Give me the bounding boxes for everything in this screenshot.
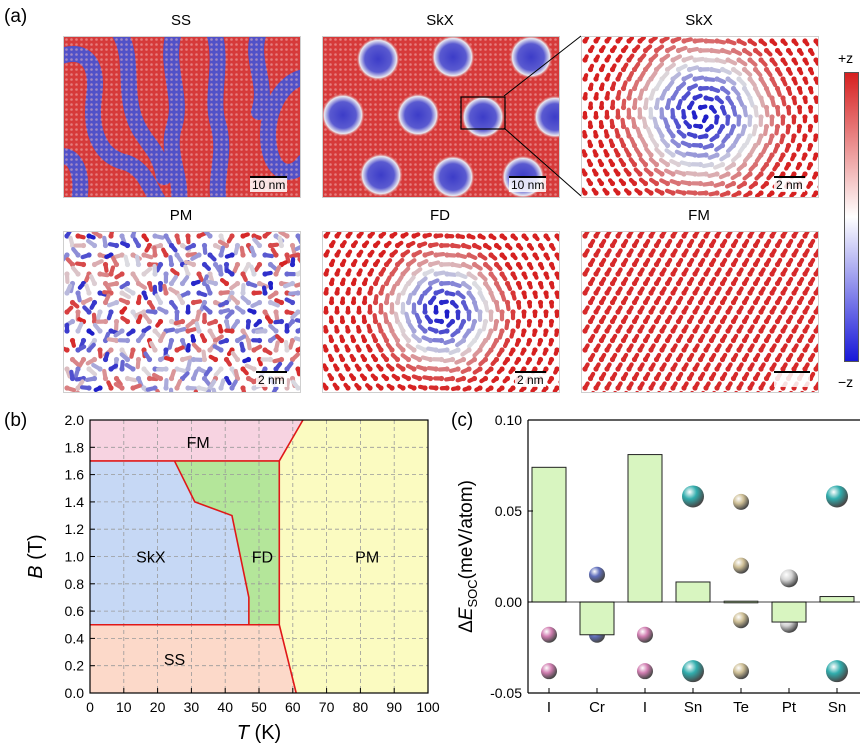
atom-icon xyxy=(733,493,749,510)
pm-scale-bar: 2 nm xyxy=(256,371,287,387)
y-tick-label: 1.6 xyxy=(65,467,85,483)
category-label: Pt xyxy=(782,699,797,716)
colorbar xyxy=(844,72,859,362)
fm-scale-bar xyxy=(774,371,810,387)
tile-title-pm: PM xyxy=(169,207,193,224)
panel-c-label: (c) xyxy=(451,410,474,431)
skx-lattice-image: 10 nm xyxy=(322,36,560,198)
fd-texture-image: 2 nm xyxy=(322,231,560,393)
fd-graphic xyxy=(323,232,559,392)
y-tick-label: 0.8 xyxy=(65,576,85,592)
bar-sn xyxy=(675,581,711,603)
y-axis-label: B (T) xyxy=(25,534,47,578)
x-tick-label: 60 xyxy=(285,699,301,715)
x-tick-label: 100 xyxy=(416,699,440,715)
x-tick-label: 40 xyxy=(217,699,233,715)
phase-boundary xyxy=(173,460,250,625)
y-tick-label: 1.0 xyxy=(65,549,85,565)
bar-i xyxy=(531,466,567,603)
colorbar-top-label: +z xyxy=(838,50,854,66)
region-label-fm: FM xyxy=(187,435,210,452)
y-tick-label: 0.0 xyxy=(65,685,85,701)
atom-icon xyxy=(780,569,798,588)
category-label: Sn xyxy=(684,699,702,716)
x-tick-label: 10 xyxy=(116,699,132,715)
atom-icon xyxy=(826,660,848,683)
region-label-skx: SkX xyxy=(136,550,166,567)
category-label: Cr xyxy=(589,699,605,716)
atom-icon xyxy=(541,626,557,643)
y-tick-label: 0.4 xyxy=(65,630,85,646)
soc-bar-chart: ICrISnTePtSnTe-0.050.000.050.10ΔESOC(meV… xyxy=(456,412,860,716)
skx-scale-bar: 10 nm xyxy=(509,176,547,192)
atom-icon xyxy=(682,485,704,508)
ss-texture-image: 10 nm xyxy=(63,36,301,198)
x-tick-label: 20 xyxy=(150,699,166,715)
x-tick-label: 0 xyxy=(86,699,94,715)
x-axis-label: T (K) xyxy=(237,722,281,744)
y-tick-label: 1.2 xyxy=(65,521,85,537)
bar-pt xyxy=(771,601,807,623)
skx-zoom-scale-bar: 2 nm xyxy=(774,176,805,192)
panel-a-label: (a) xyxy=(4,6,28,27)
category-label: Sn xyxy=(828,699,846,716)
fd-scale-bar: 2 nm xyxy=(515,371,546,387)
colorbar-bottom-label: −z xyxy=(838,374,854,390)
region-label-ss: SS xyxy=(164,652,185,669)
pm-random-graphic xyxy=(64,232,300,392)
y-tick-label: 0.05 xyxy=(495,503,522,519)
phase-boundary xyxy=(278,419,304,694)
y-tick-label: 0.6 xyxy=(65,603,85,619)
tile-title-fm: FM xyxy=(688,207,710,224)
atom-icon xyxy=(589,566,605,583)
tile-title-skx-large: SkX xyxy=(426,12,454,29)
bar-i xyxy=(627,454,663,603)
region-ss xyxy=(90,624,297,693)
category-label: I xyxy=(643,699,647,716)
x-tick-label: 30 xyxy=(184,699,200,715)
skx-zoom-image: 2 nm xyxy=(581,36,819,198)
tile-title-fd: FD xyxy=(430,207,450,224)
atom-icon xyxy=(826,485,848,508)
region-label-pm: PM xyxy=(355,550,379,567)
atom-icon xyxy=(682,660,704,683)
atom-icon xyxy=(637,626,653,643)
bar-sn xyxy=(819,596,855,603)
y-tick-label: 0.2 xyxy=(65,658,85,674)
region-fm xyxy=(90,420,303,461)
x-tick-label: 80 xyxy=(353,699,369,715)
x-tick-label: 50 xyxy=(251,699,267,715)
region-label-fd: FD xyxy=(252,550,273,567)
atom-icon xyxy=(541,663,557,680)
fm-texture-image xyxy=(581,231,819,393)
skx-zoom-graphic xyxy=(582,37,818,197)
y-tick-label: 1.4 xyxy=(65,494,85,510)
x-tick-label: 90 xyxy=(386,699,402,715)
y-tick-label: 0.00 xyxy=(495,594,522,610)
phase-diagram: FM SkX FD PM SS 0 10 20 30 40 50 60 70 80 90 100 0.0 0.2… xyxy=(25,412,440,744)
y-axis-label: ΔESOC(meV/atom) xyxy=(456,480,480,633)
atom-icon xyxy=(733,557,749,574)
skx-lattice-graphic xyxy=(323,37,559,197)
category-label: I xyxy=(547,699,551,716)
y-tick-label: -0.05 xyxy=(490,685,522,701)
y-tick-label: 2.0 xyxy=(65,412,85,428)
tile-title-skx-zoom: SkX xyxy=(685,12,713,29)
ss-scale-bar: 10 nm xyxy=(250,176,288,192)
atom-icon xyxy=(637,663,653,680)
atom-icon xyxy=(733,663,749,680)
ss-stripes-graphic xyxy=(64,37,300,197)
tile-title-ss: SS xyxy=(170,12,191,29)
region-pm xyxy=(279,420,428,693)
x-tick-label: 70 xyxy=(319,699,335,715)
atom-icon xyxy=(733,612,749,629)
panel-b-label: (b) xyxy=(4,410,28,431)
bar-cr xyxy=(579,601,615,636)
y-tick-label: 0.10 xyxy=(495,412,522,428)
category-label: Te xyxy=(733,699,749,716)
fm-graphic xyxy=(582,232,818,392)
y-tick-label: 1.8 xyxy=(65,439,85,455)
pm-texture-image: 2 nm xyxy=(63,231,301,393)
